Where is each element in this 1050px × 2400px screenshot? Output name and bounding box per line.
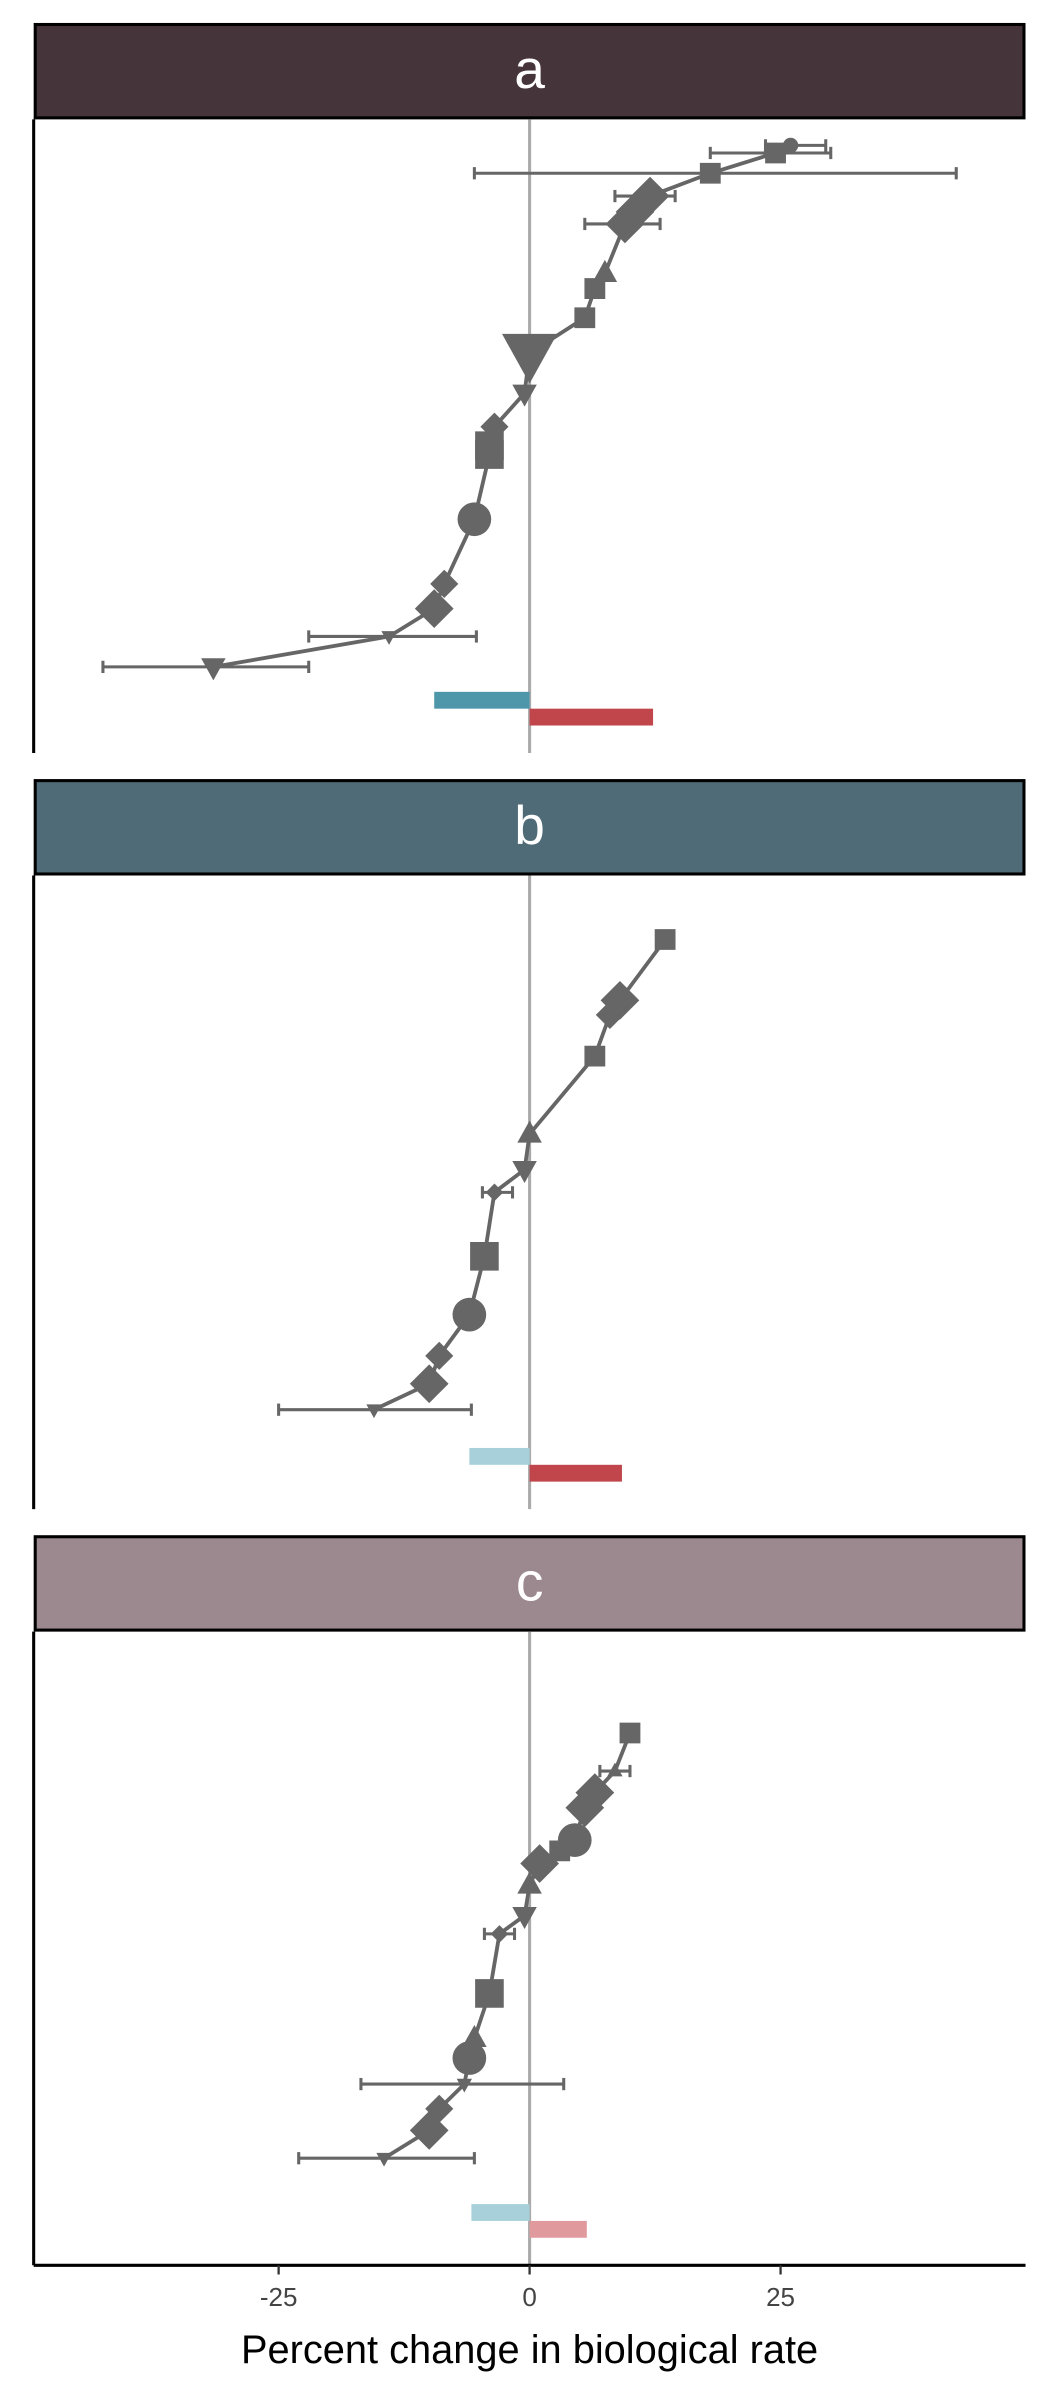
trend-line xyxy=(213,143,792,669)
marker xyxy=(654,929,676,950)
marker xyxy=(452,1297,487,1332)
marker xyxy=(366,1404,382,1419)
marker xyxy=(376,2152,392,2167)
marker xyxy=(381,631,397,645)
summary-bar xyxy=(529,2220,587,2238)
marker xyxy=(782,137,799,154)
marker xyxy=(425,1341,454,1370)
marker xyxy=(470,1242,499,1271)
summary-bar xyxy=(529,708,654,726)
marker xyxy=(549,1840,571,1862)
marker xyxy=(502,333,558,384)
marker xyxy=(765,142,786,164)
marker xyxy=(699,162,721,184)
marker xyxy=(619,1722,641,1744)
summary-bar xyxy=(471,2204,530,2221)
marker xyxy=(512,1906,537,1929)
x-axis-label: Percent change in biological rate xyxy=(241,2328,818,2372)
marker xyxy=(201,658,226,681)
marker xyxy=(512,384,537,407)
x-tick-label: 0 xyxy=(522,2282,536,2312)
facet-title: a xyxy=(514,38,545,100)
marker xyxy=(452,2041,487,2075)
marker xyxy=(605,204,645,244)
marker xyxy=(574,307,596,329)
summary-bar xyxy=(469,1447,530,1465)
facet-header xyxy=(33,779,1026,876)
facet-title: c xyxy=(516,1550,544,1612)
marker xyxy=(430,569,459,598)
facet-header xyxy=(33,22,1026,120)
marker xyxy=(485,1183,504,1202)
marker xyxy=(456,2078,472,2093)
marker xyxy=(565,1788,605,1828)
marker xyxy=(595,1000,624,1029)
marker xyxy=(584,278,606,299)
marker xyxy=(517,1871,542,1894)
summary-bar xyxy=(529,1464,622,1482)
marker xyxy=(512,1160,537,1184)
marker xyxy=(584,1045,606,1067)
facet-header xyxy=(33,1535,1026,1632)
marker xyxy=(607,1762,623,1777)
marker xyxy=(517,1120,542,1143)
facet-title: b xyxy=(514,794,545,856)
marker xyxy=(615,192,655,232)
marker xyxy=(409,2110,449,2150)
marker xyxy=(457,502,492,537)
marker xyxy=(414,589,454,628)
error-bar xyxy=(101,660,311,674)
x-tick-label: -25 xyxy=(260,2282,298,2312)
marker xyxy=(475,1979,504,2008)
x-tick-label: 25 xyxy=(766,2282,795,2312)
marker xyxy=(409,1364,449,1404)
marker xyxy=(630,176,670,216)
summary-bar xyxy=(434,691,530,709)
marker xyxy=(490,1925,509,1943)
marker xyxy=(592,259,618,282)
marker xyxy=(475,440,504,469)
